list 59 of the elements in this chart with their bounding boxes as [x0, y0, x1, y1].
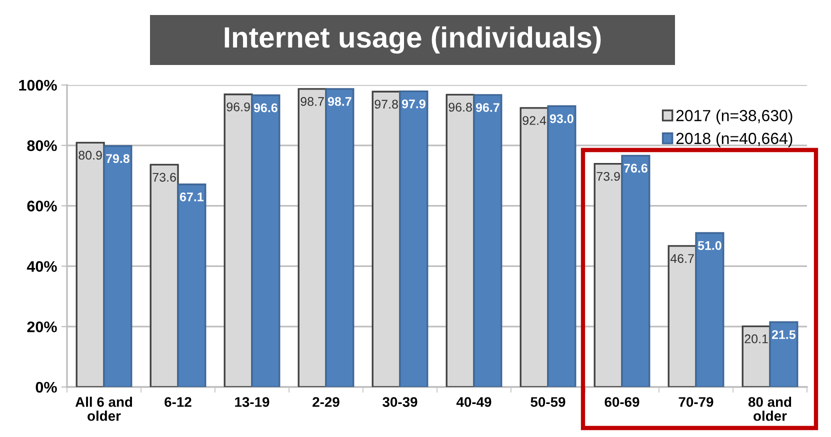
x-tick-label: 70-79 [678, 397, 714, 407]
bar [399, 90, 428, 387]
y-tick-label: 20% [27, 321, 57, 332]
bar [446, 94, 475, 387]
bar [251, 94, 280, 387]
data-label: 93.0 [550, 114, 574, 124]
data-label: 96.8 [448, 102, 472, 112]
legend-label: 2018 (n=40,664) [676, 132, 792, 148]
bar [298, 88, 327, 387]
y-tick-label: 0% [36, 382, 57, 393]
x-tick-label: 80 and older [748, 396, 792, 421]
bar [621, 154, 650, 387]
data-label: 51.0 [698, 241, 722, 250]
bar [473, 94, 502, 387]
bar [742, 325, 771, 387]
data-label: 96.7 [476, 103, 500, 112]
x-tick-label: All 6 and older [75, 396, 132, 421]
data-label: 79.8 [106, 154, 130, 163]
data-label: 21.5 [772, 330, 796, 340]
data-label: 46.7 [670, 254, 694, 263]
chart-title: Internet usage (individuals) [224, 26, 601, 54]
data-label: 96.9 [226, 102, 250, 112]
x-tick-label: 40-49 [456, 397, 492, 407]
bar [325, 88, 354, 387]
bar [177, 184, 206, 387]
data-label: 98.7 [328, 97, 352, 106]
bar [372, 90, 401, 387]
data-label: 73.6 [152, 172, 176, 182]
x-tick-label: 2-29 [312, 397, 340, 407]
data-label: 97.9 [402, 99, 426, 108]
bar [224, 94, 253, 387]
bar [594, 162, 623, 387]
data-label: 73.9 [596, 172, 620, 181]
data-label: 76.6 [624, 164, 648, 173]
legend-label: 2017 (n=38,630) [676, 110, 792, 124]
x-tick-label: 13-19 [235, 397, 270, 407]
bar [769, 321, 798, 387]
x-tick-label: 6-12 [164, 397, 192, 407]
bar [150, 164, 179, 387]
bar [695, 232, 724, 387]
bar [103, 145, 132, 387]
x-tick-label: 30-39 [382, 397, 418, 407]
y-tick-label: 60% [27, 200, 57, 212]
bar [520, 107, 549, 387]
data-label: 98.7 [300, 97, 324, 106]
bar [547, 105, 576, 387]
y-tick-label: 100% [19, 80, 57, 91]
bar [668, 245, 697, 387]
y-tick-label: 80% [27, 140, 57, 152]
data-label: 96.6 [254, 103, 278, 112]
y-tick-label: 40% [26, 261, 57, 272]
data-label: 97.8 [374, 100, 398, 109]
data-label: 92.4 [522, 116, 546, 125]
x-tick-label: 50-59 [530, 397, 566, 407]
data-label: 67.1 [180, 192, 204, 202]
bar [76, 142, 105, 387]
data-label: 20.1 [744, 334, 768, 344]
x-tick-label: 60-69 [604, 397, 640, 407]
data-label: 80.9 [78, 150, 102, 160]
